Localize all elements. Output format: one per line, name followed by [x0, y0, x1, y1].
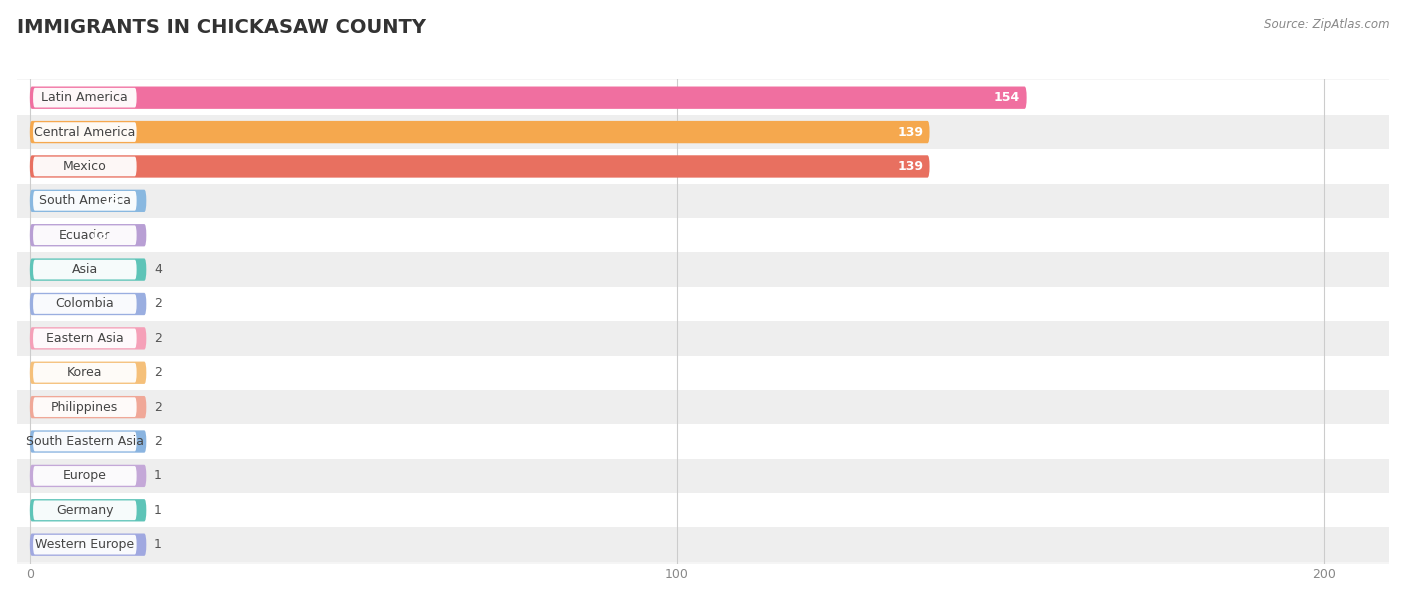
Text: Latin America: Latin America — [41, 91, 128, 104]
FancyBboxPatch shape — [30, 430, 146, 453]
FancyBboxPatch shape — [30, 396, 146, 418]
FancyBboxPatch shape — [0, 287, 1406, 321]
FancyBboxPatch shape — [0, 527, 1406, 562]
Text: Western Europe: Western Europe — [35, 538, 135, 551]
FancyBboxPatch shape — [0, 459, 1406, 493]
Text: 15: 15 — [103, 195, 121, 207]
Text: South Eastern Asia: South Eastern Asia — [25, 435, 143, 448]
FancyBboxPatch shape — [34, 431, 136, 451]
Text: Colombia: Colombia — [55, 298, 114, 310]
FancyBboxPatch shape — [0, 184, 1406, 218]
FancyBboxPatch shape — [30, 362, 146, 384]
Text: Mexico: Mexico — [63, 160, 107, 173]
FancyBboxPatch shape — [30, 327, 146, 350]
FancyBboxPatch shape — [34, 294, 136, 314]
FancyBboxPatch shape — [0, 321, 1406, 356]
FancyBboxPatch shape — [0, 390, 1406, 424]
FancyBboxPatch shape — [34, 191, 136, 211]
Text: 139: 139 — [897, 125, 924, 139]
FancyBboxPatch shape — [34, 156, 136, 176]
Text: 139: 139 — [897, 160, 924, 173]
Text: 154: 154 — [994, 91, 1021, 104]
FancyBboxPatch shape — [30, 87, 1026, 109]
Text: 2: 2 — [155, 366, 162, 379]
FancyBboxPatch shape — [30, 190, 146, 212]
FancyBboxPatch shape — [34, 363, 136, 382]
FancyBboxPatch shape — [0, 218, 1406, 253]
Text: 1: 1 — [155, 504, 162, 517]
FancyBboxPatch shape — [30, 224, 146, 247]
Text: Europe: Europe — [63, 470, 107, 482]
FancyBboxPatch shape — [0, 81, 1406, 115]
FancyBboxPatch shape — [0, 149, 1406, 184]
FancyBboxPatch shape — [30, 465, 146, 487]
Text: 1: 1 — [155, 538, 162, 551]
FancyBboxPatch shape — [30, 258, 146, 281]
Text: Central America: Central America — [34, 125, 135, 139]
FancyBboxPatch shape — [0, 115, 1406, 149]
Text: 13: 13 — [90, 228, 107, 242]
Text: 2: 2 — [155, 435, 162, 448]
Text: 2: 2 — [155, 401, 162, 414]
FancyBboxPatch shape — [0, 424, 1406, 459]
FancyBboxPatch shape — [0, 253, 1406, 287]
Text: South America: South America — [39, 195, 131, 207]
FancyBboxPatch shape — [0, 356, 1406, 390]
FancyBboxPatch shape — [0, 493, 1406, 527]
FancyBboxPatch shape — [30, 155, 929, 178]
FancyBboxPatch shape — [34, 398, 136, 417]
Text: Germany: Germany — [56, 504, 114, 517]
FancyBboxPatch shape — [34, 88, 136, 107]
FancyBboxPatch shape — [34, 225, 136, 245]
FancyBboxPatch shape — [34, 535, 136, 554]
Text: Ecuador: Ecuador — [59, 228, 111, 242]
FancyBboxPatch shape — [34, 501, 136, 520]
Text: 2: 2 — [155, 298, 162, 310]
FancyBboxPatch shape — [30, 499, 146, 521]
Text: Asia: Asia — [72, 263, 98, 276]
FancyBboxPatch shape — [34, 122, 136, 142]
FancyBboxPatch shape — [34, 260, 136, 279]
Text: 4: 4 — [155, 263, 162, 276]
Text: Philippines: Philippines — [51, 401, 118, 414]
Text: 2: 2 — [155, 332, 162, 345]
FancyBboxPatch shape — [30, 293, 146, 315]
Text: Source: ZipAtlas.com: Source: ZipAtlas.com — [1264, 18, 1389, 31]
Text: 1: 1 — [155, 470, 162, 482]
FancyBboxPatch shape — [30, 121, 929, 143]
Text: Korea: Korea — [67, 366, 103, 379]
Text: IMMIGRANTS IN CHICKASAW COUNTY: IMMIGRANTS IN CHICKASAW COUNTY — [17, 18, 426, 37]
FancyBboxPatch shape — [30, 533, 146, 556]
Text: Eastern Asia: Eastern Asia — [46, 332, 124, 345]
FancyBboxPatch shape — [34, 328, 136, 348]
FancyBboxPatch shape — [34, 466, 136, 486]
